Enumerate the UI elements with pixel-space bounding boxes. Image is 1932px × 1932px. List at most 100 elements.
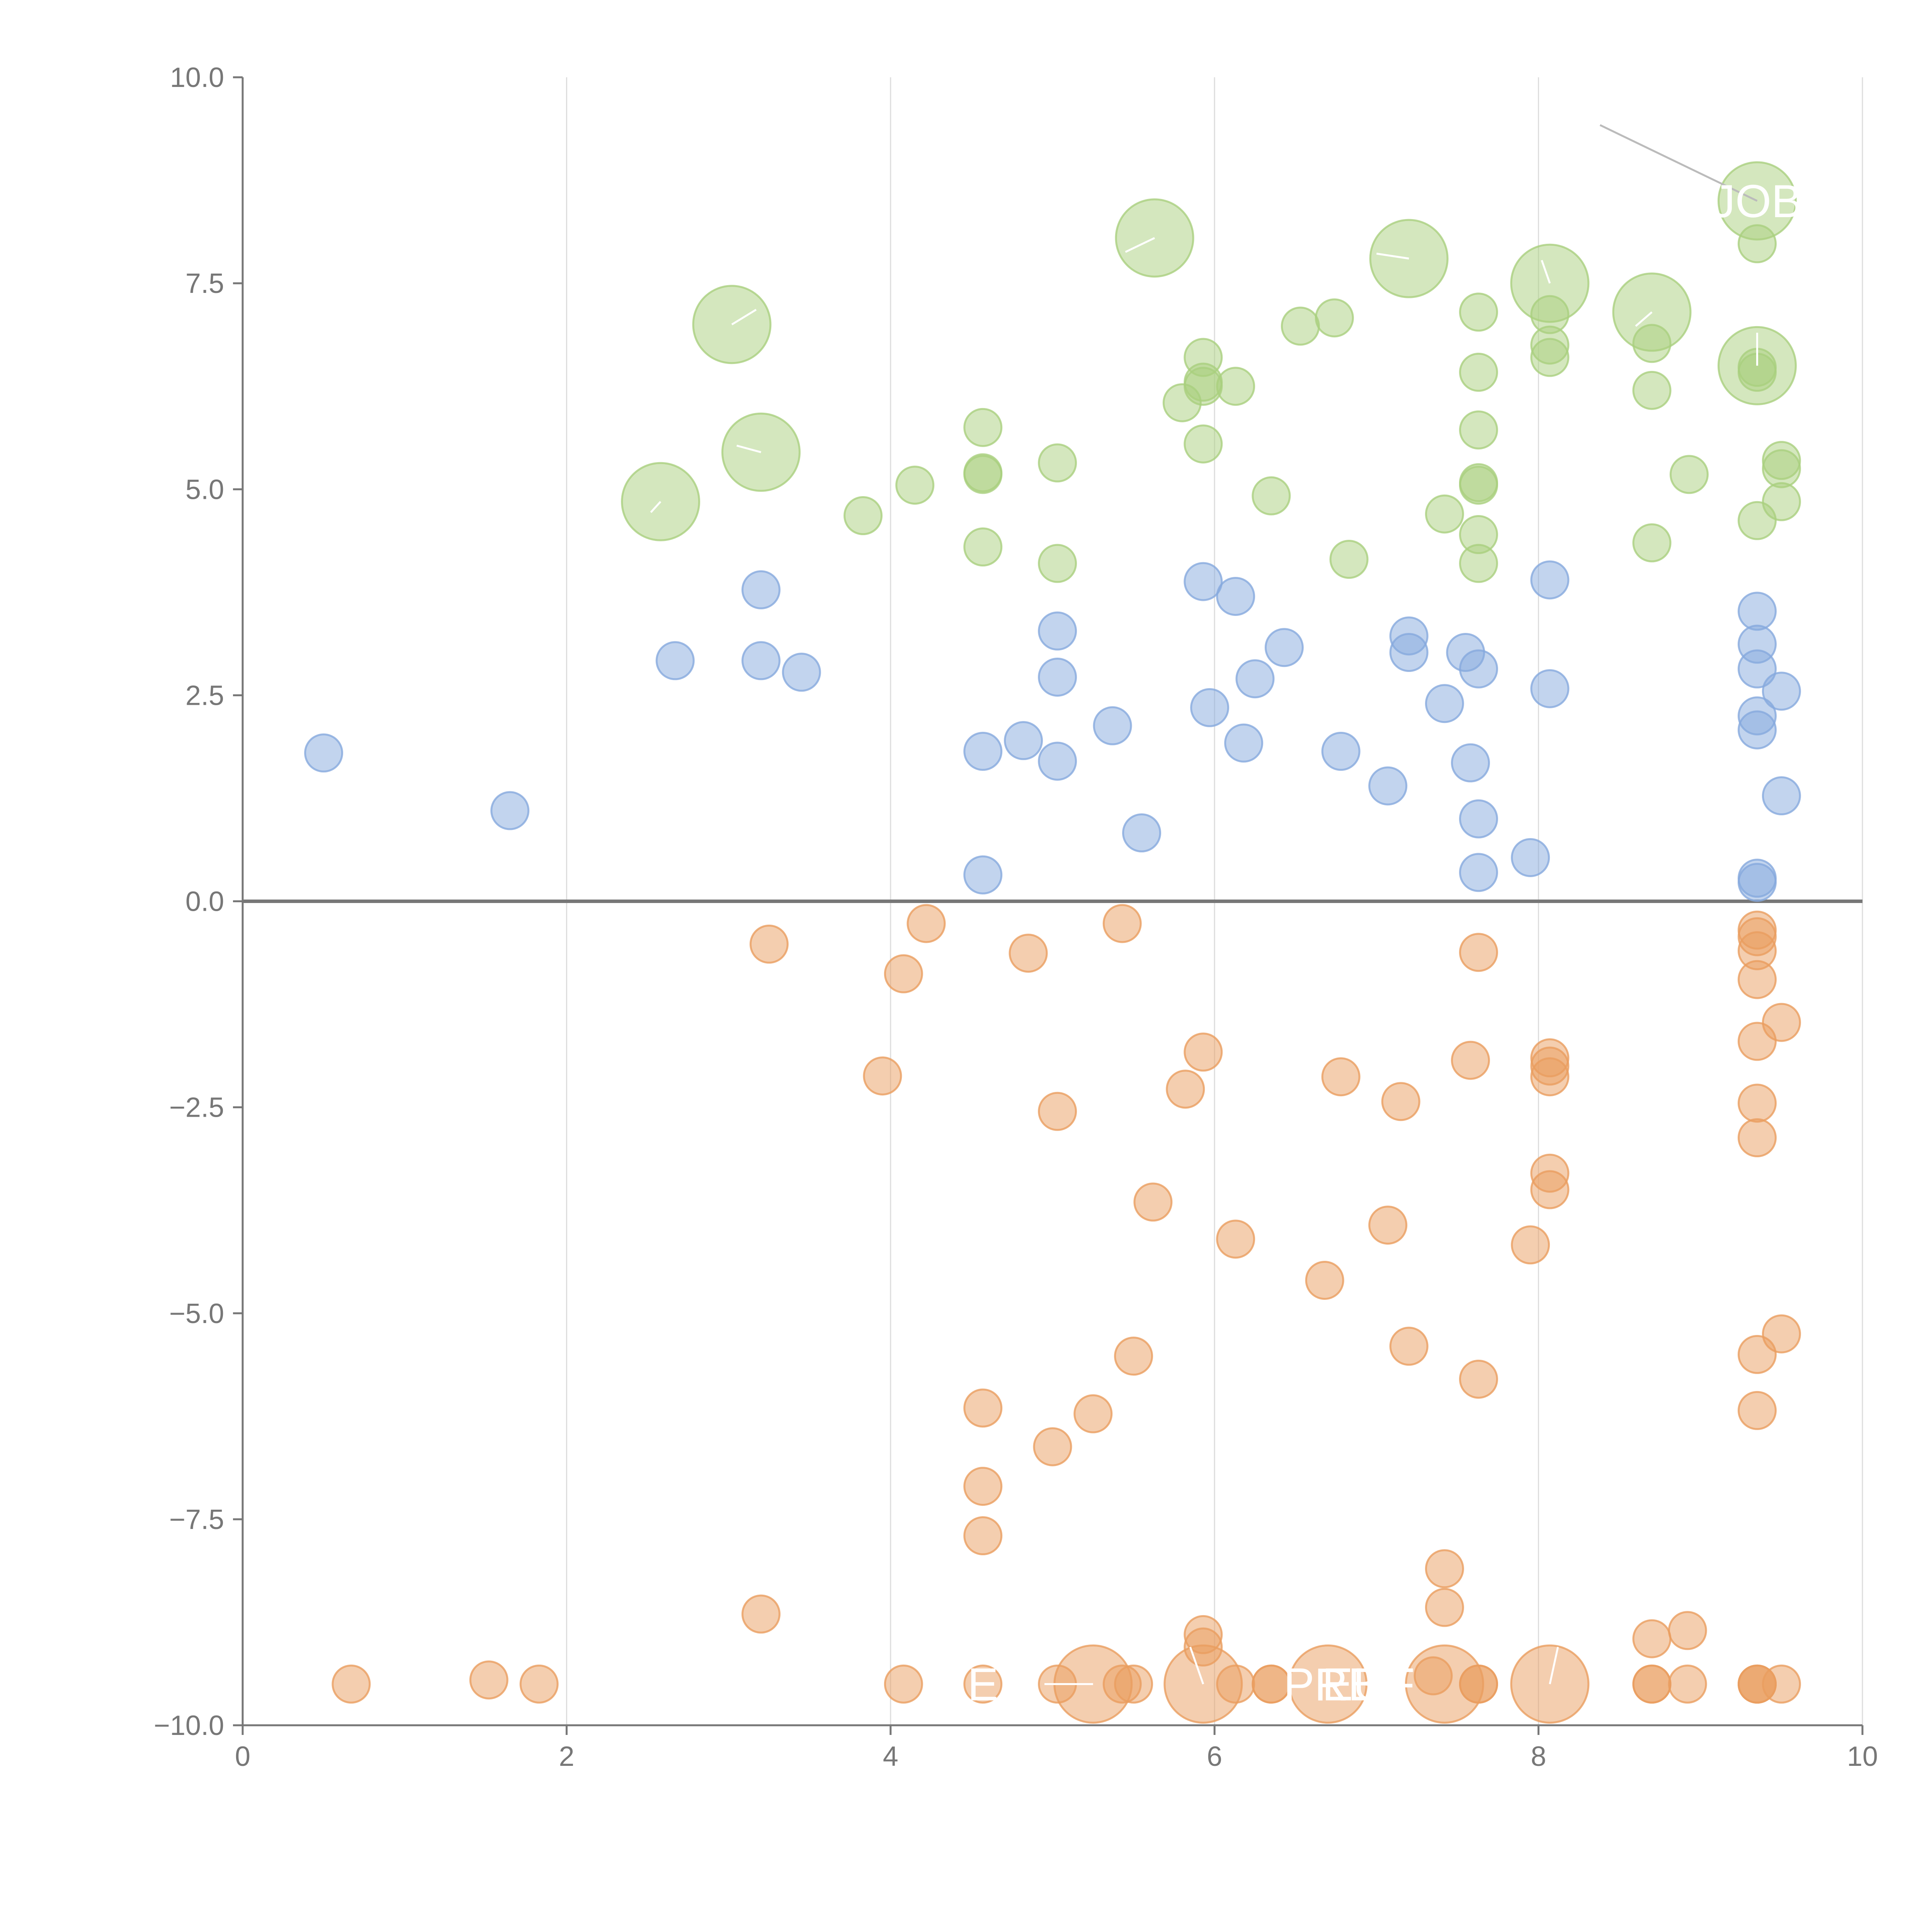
bubble-label: E xyxy=(968,1658,998,1710)
bottom-bubble xyxy=(1738,1391,1777,1430)
bottom-bubble xyxy=(1425,1588,1464,1627)
bottom-bubble xyxy=(1033,1427,1072,1466)
x-tick-label: 0 xyxy=(235,1741,250,1772)
leader-line xyxy=(1376,252,1409,260)
bottom-bubble xyxy=(1038,1092,1077,1131)
bottom-bubble xyxy=(749,924,789,964)
middle-bubble xyxy=(1459,853,1498,892)
leader-line xyxy=(736,444,762,453)
top-bubble xyxy=(1762,449,1801,488)
y-tick-label: 0.0 xyxy=(185,886,224,917)
top-bubble xyxy=(1530,338,1570,377)
leader-line xyxy=(1635,311,1653,327)
bubble-label: EUF xyxy=(1322,1658,1415,1710)
middle-bubble xyxy=(1235,659,1275,699)
top-bubble xyxy=(963,408,1003,447)
leader-line xyxy=(1549,1646,1559,1684)
bottom-bubble xyxy=(1102,904,1142,943)
middle-bubble xyxy=(1451,743,1490,782)
y-tick-label: 10.0 xyxy=(170,62,224,93)
middle-bubble xyxy=(1530,669,1570,708)
top-bubble xyxy=(1632,523,1672,563)
middle-bubble xyxy=(741,641,781,680)
top-bubble xyxy=(1459,352,1498,392)
top-bubble xyxy=(963,455,1003,494)
top-bubble xyxy=(1762,482,1801,521)
bottom-bubble xyxy=(963,1516,1003,1556)
middle-bubble xyxy=(1216,577,1255,616)
top-bubble xyxy=(1281,306,1320,346)
bottom-bubble xyxy=(1738,960,1777,999)
y-tick-label: 5.0 xyxy=(185,474,224,505)
bottom-bubble xyxy=(1114,1664,1153,1704)
top-bubble xyxy=(1252,476,1291,515)
middle-bubble xyxy=(1738,862,1777,902)
middle-bubble xyxy=(1093,706,1132,745)
y-tick-label: −10.0 xyxy=(154,1710,224,1741)
leader-line xyxy=(1189,1646,1204,1685)
middle-bubble xyxy=(1459,799,1498,838)
top-bubble xyxy=(1162,383,1202,422)
bottom-bubble xyxy=(1252,1664,1291,1704)
bottom-bubble xyxy=(741,1594,781,1634)
bottom-bubble xyxy=(884,954,923,993)
middle-bubble xyxy=(1368,766,1408,806)
top-bubble xyxy=(963,527,1003,567)
bottom-bubble xyxy=(1762,1314,1801,1354)
y-tick-label: −5.0 xyxy=(169,1298,224,1329)
leader-line-layer xyxy=(650,124,1759,1685)
middle-bubble xyxy=(1425,684,1464,723)
bottom-bubble xyxy=(519,1664,559,1704)
bottom-bubble xyxy=(1425,1549,1464,1588)
x-tick-label: 2 xyxy=(559,1741,574,1772)
bottom-bubble xyxy=(1511,1225,1550,1265)
bottom-bubble xyxy=(1668,1664,1707,1704)
middle-bubble xyxy=(1122,813,1162,853)
top-bubble xyxy=(1038,544,1077,583)
middle-bubble xyxy=(1738,592,1777,631)
top-bubble xyxy=(895,466,935,505)
bottom-bubble xyxy=(1009,934,1048,973)
top-bubble xyxy=(1459,410,1498,450)
middle-bubble xyxy=(655,641,695,680)
top-bubble xyxy=(1038,443,1077,483)
bottom-bubble xyxy=(1305,1260,1344,1300)
top-bubble xyxy=(1632,371,1672,410)
y-tick-label: 2.5 xyxy=(185,680,224,711)
bottom-bubble xyxy=(884,1664,923,1704)
top-bubble xyxy=(1459,293,1498,332)
bottom-bubble xyxy=(1459,1664,1498,1704)
middle-bubble xyxy=(1762,776,1801,816)
leader-line xyxy=(1599,124,1758,202)
leader-line xyxy=(1125,237,1155,253)
bottom-bubble xyxy=(1216,1664,1255,1704)
middle-bubble xyxy=(741,570,781,609)
middle-bubble xyxy=(1511,838,1550,877)
x-tick-label: 6 xyxy=(1207,1741,1222,1772)
middle-bubble xyxy=(1738,710,1777,750)
bottom-bubble xyxy=(1762,1664,1801,1704)
bottom-bubble xyxy=(1413,1656,1453,1696)
x-tick-label: 4 xyxy=(883,1741,898,1772)
bubble-label: PRB xyxy=(1284,1658,1379,1710)
middle-bubble xyxy=(1459,649,1498,689)
top-bubble xyxy=(844,496,883,535)
top-bubble xyxy=(1329,540,1369,579)
middle-bubble xyxy=(1190,688,1230,727)
middle-bubble xyxy=(1264,628,1304,667)
top-bubble xyxy=(1184,424,1223,464)
top-bubble xyxy=(1315,298,1354,338)
bottom-bubble xyxy=(1184,1627,1223,1667)
leader-line xyxy=(650,501,662,513)
tick-layer: 0 2 4 6 8 10 −10.0 −7.5 −5.0 −2.5 0.0 2.5 5.0 7.5 10.0 xyxy=(154,62,1878,1772)
bottom-bubble xyxy=(1668,1611,1707,1650)
middle-bubble xyxy=(1184,562,1223,601)
bottom-bubble xyxy=(1133,1182,1173,1222)
bottom-bubble xyxy=(1073,1394,1113,1434)
middle-bubble xyxy=(1738,649,1777,689)
top-bubble xyxy=(1459,544,1498,583)
x-tick-label: 10 xyxy=(1847,1741,1878,1772)
x-tick-label: 8 xyxy=(1531,1741,1546,1772)
bottom-bubble xyxy=(1451,1041,1490,1080)
